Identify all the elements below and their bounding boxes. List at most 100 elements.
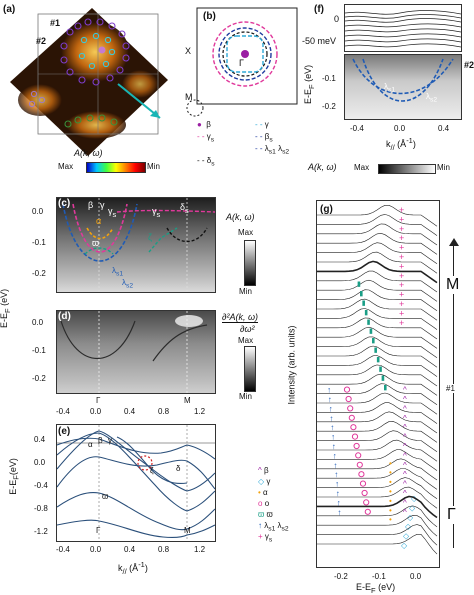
o-marker: [348, 414, 355, 421]
e-ann-varpi: ϖ: [102, 492, 109, 501]
f-xlabel: k// (Å-1): [386, 136, 416, 152]
gamma-s-marker: +: [399, 233, 404, 243]
gray-colorbar-d: [244, 346, 256, 392]
e-ylabel: E-EF(eV): [7, 458, 21, 495]
panel-c-image: [56, 197, 216, 293]
g-xtick-0: -0.2: [334, 572, 348, 581]
d-xtick-0: -0.4: [56, 407, 70, 416]
rainbow-colorbar: [86, 162, 146, 173]
varpi-marker: ▮: [369, 328, 373, 335]
legend-gamma: - - γ: [255, 120, 269, 129]
panel-e-label: (e): [58, 426, 71, 437]
panel-a-title: A(k, ω): [74, 148, 103, 158]
beta-marker: ^: [403, 404, 407, 413]
gamma-s-marker: +: [399, 290, 404, 300]
alpha-marker: •: [389, 487, 392, 496]
e-ann-beta: β: [98, 436, 103, 445]
o-marker: [356, 461, 363, 468]
varpi-marker: ▮: [362, 300, 366, 307]
varpi-marker: ▮: [357, 281, 361, 288]
lambda-s2-label: λs2: [426, 92, 438, 104]
beta-marker: ^: [403, 451, 407, 460]
gamma-s-marker: +: [399, 308, 404, 318]
varpi-marker: ▮: [376, 356, 380, 363]
varpi-marker: ▮: [383, 385, 387, 392]
panel-c-label: (c): [58, 198, 71, 209]
alpha-marker: •: [389, 496, 392, 505]
cde-xlabel: k// (Å-1): [118, 560, 148, 576]
e-xtick-4: 1.2: [194, 545, 206, 554]
gamma-marker: ◇: [409, 503, 416, 512]
cut-direction-arrowhead: [449, 238, 459, 246]
e-ann-zeta: ζ: [150, 466, 154, 475]
panel-f-label: (f): [314, 4, 324, 15]
e-xtick-2: 0.4: [124, 545, 136, 554]
legend-lambda: - - λs1 λs2: [255, 144, 290, 156]
gamma-marker: ◇: [407, 513, 414, 522]
gamma-s-marker: +: [399, 261, 404, 271]
legend-beta-g: ^ β: [258, 466, 269, 475]
beta-marker: ^: [403, 508, 407, 517]
edc-stack-frame: [344, 4, 462, 52]
legend-delta-s: - - δs: [197, 156, 215, 168]
o-marker: [355, 452, 362, 459]
e-ann-delta: δ: [176, 464, 181, 473]
lambda-marker: ↑: [333, 461, 337, 470]
legend-alpha-g: • α: [258, 488, 268, 497]
edc-curve: [317, 232, 438, 255]
cut-direction-line: [453, 244, 454, 548]
gamma-s-marker: +: [399, 280, 404, 290]
d-cb-max: Max: [238, 336, 254, 345]
o-marker: [351, 433, 359, 440]
edc-curve: [317, 514, 438, 537]
beta-marker: ^: [403, 480, 407, 489]
gamma-s-marker: +: [399, 271, 404, 281]
panel-d-title-den: ∂ω²: [240, 324, 255, 334]
panel-g-label: (g): [320, 204, 333, 215]
edc-curve: [317, 355, 438, 377]
panel-f: (f) 0 -50 meV λs1 λs2 #2 -0.1 -0.2 E-EF …: [302, 0, 474, 185]
f-ytick-1: -0.1: [322, 74, 336, 83]
e-m-label: M: [184, 526, 191, 535]
edc-curve: [317, 458, 438, 481]
edc-curve: [317, 534, 438, 555]
cb-max-label: Max: [58, 162, 74, 171]
o-marker: [358, 471, 365, 478]
lambda-marker: ↑: [331, 433, 335, 442]
panel-g-legend: ^ β ◇ γ • α o o ϖ ϖ ↑ λs1 λs2 + γs: [258, 466, 320, 566]
edc-curve: [317, 308, 438, 330]
lambda-marker: ↑: [334, 470, 338, 479]
o-marker: [353, 442, 360, 450]
gamma-marker: ◇: [405, 522, 412, 531]
ann-varpi: ϖ: [92, 238, 100, 248]
beta-marker: ^: [403, 442, 407, 451]
lambda-marker: ↑: [327, 386, 331, 395]
edc-curve: [317, 420, 438, 443]
gamma-s-marker: +: [399, 299, 404, 309]
ann-gamma-s-1: γs: [108, 206, 117, 219]
edc-curve: [317, 298, 438, 321]
alpha-marker: •: [389, 515, 392, 524]
g-xtick-2: 0.0: [410, 572, 422, 581]
alpha-marker: •: [389, 468, 392, 477]
panel-d-label: (d): [58, 311, 71, 322]
edc-curve: [317, 345, 438, 368]
e-xtick-0: -0.4: [56, 545, 70, 554]
f-cb-min: Min: [437, 163, 450, 172]
cb-min-label: Min: [147, 162, 160, 171]
ann-gamma-s-2: γs: [152, 206, 161, 219]
f-cbar-label: A(k, ω): [308, 162, 337, 172]
e-xtick-1: 0.0: [90, 545, 102, 554]
ann-zeta: ζ: [148, 232, 152, 242]
edc-waterfall: +++++++++▮+▮+▮+▮+▮▮▮▮▮▮▮▮↑ ^↑ ^↑ ^↑ ^↑ ^↑ ^↑ ^↑…: [317, 205, 438, 555]
m-point-label: M: [185, 92, 193, 102]
edc-curve: [317, 260, 438, 284]
beta-marker: ^: [403, 386, 407, 395]
edc-curve: [317, 373, 438, 396]
gamma-s-marker: +: [399, 214, 404, 224]
beta-marker: ^: [403, 395, 407, 404]
e-ann-alpha: α: [88, 440, 93, 449]
edc-curve: [317, 495, 438, 519]
edc-curve: [317, 477, 438, 500]
o-marker: [350, 424, 357, 431]
